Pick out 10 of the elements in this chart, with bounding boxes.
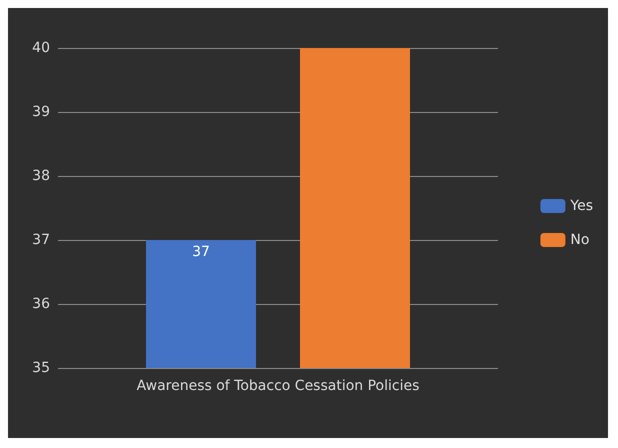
- y-tick-label: 35: [32, 360, 50, 376]
- legend-label: No: [570, 232, 590, 248]
- y-tick-label: 38: [32, 168, 50, 184]
- y-tick-label: 36: [32, 296, 50, 312]
- legend-label: Yes: [569, 198, 594, 214]
- y-tick-label: 37: [32, 232, 50, 248]
- data-label: 37: [192, 244, 210, 260]
- y-tick-label: 39: [32, 104, 50, 120]
- y-tick-label: 40: [32, 40, 50, 56]
- x-tick-label: Awareness of Tobacco Cessation Policies: [136, 378, 420, 394]
